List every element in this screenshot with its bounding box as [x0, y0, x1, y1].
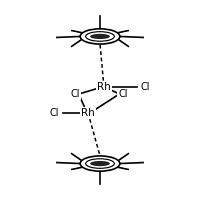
Ellipse shape	[86, 32, 114, 41]
Ellipse shape	[80, 156, 120, 171]
Text: Cl: Cl	[70, 89, 80, 99]
Ellipse shape	[90, 161, 110, 166]
Text: Cl: Cl	[118, 89, 128, 99]
Ellipse shape	[86, 159, 114, 168]
Ellipse shape	[80, 29, 120, 44]
Text: Rh: Rh	[97, 82, 111, 92]
Text: Cl: Cl	[50, 108, 59, 118]
Text: Cl: Cl	[141, 82, 150, 92]
Ellipse shape	[90, 34, 110, 39]
Text: Rh: Rh	[81, 108, 95, 118]
